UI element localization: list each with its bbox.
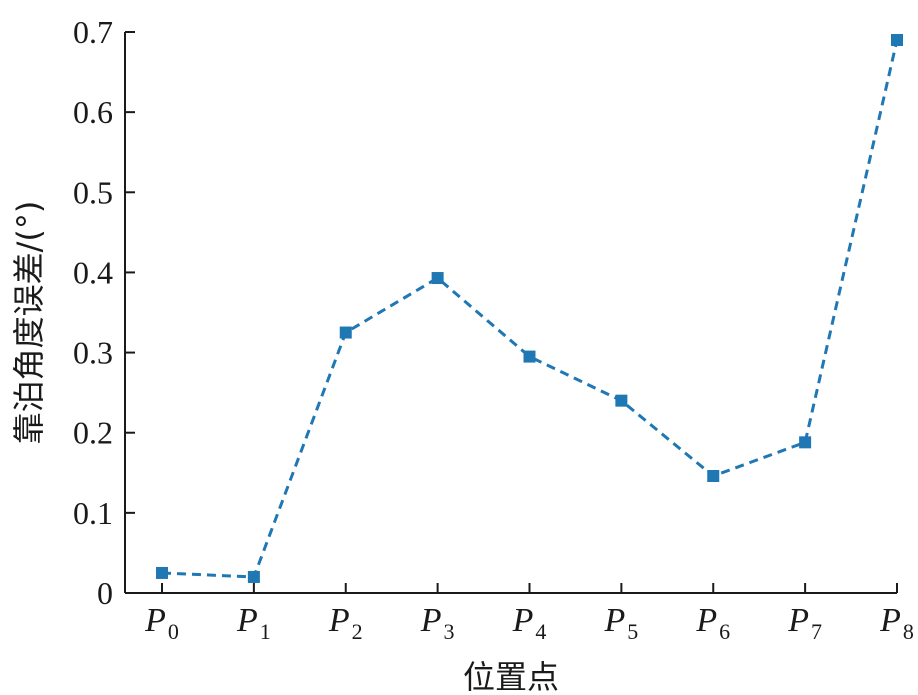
data-point-marker: [707, 469, 720, 482]
data-point-marker: [799, 436, 812, 449]
x-axis-label: 位置点: [463, 658, 559, 695]
data-point-marker: [339, 326, 352, 339]
series-line: [161, 39, 899, 579]
x-tick-label: P4: [512, 602, 547, 644]
series-layer: [156, 34, 903, 583]
data-point-marker: [891, 34, 903, 47]
y-axis-label: 靠泊角度误差/(°): [10, 201, 48, 445]
y-tick-label: 0.2: [73, 415, 113, 451]
x-tick-label: P7: [787, 602, 822, 644]
x-tick-label: P6: [695, 602, 730, 644]
data-point-marker: [247, 570, 260, 583]
data-point-marker: [431, 272, 444, 285]
x-axis-ticks: P0 P1 P2 P3 P4 P5 P6 P7 P8: [144, 583, 914, 644]
x-tick-label: P2: [328, 602, 363, 644]
x-tick-label: P5: [603, 602, 638, 644]
x-tick-label: P1: [236, 602, 271, 644]
y-tick-label: 0.5: [73, 174, 113, 210]
y-tick-label: 0.3: [73, 335, 113, 371]
x-tick-label: P8: [879, 602, 914, 644]
y-tick-label: 0.1: [73, 495, 113, 531]
y-tick-label: 0.4: [73, 254, 113, 290]
axes: [124, 32, 897, 594]
y-tick-label: 0.6: [73, 94, 113, 130]
y-axis-ticks: 0 0.1 0.2 0.3 0.4 0.5 0.6 0.7: [73, 14, 135, 611]
x-tick-label: P3: [420, 602, 455, 644]
x-tick-label: P0: [144, 602, 179, 644]
y-tick-label: 0.7: [73, 14, 113, 50]
data-point-marker: [523, 350, 536, 363]
data-point-marker: [615, 394, 628, 407]
y-tick-label: 0: [97, 575, 113, 611]
data-point-marker: [156, 566, 168, 579]
